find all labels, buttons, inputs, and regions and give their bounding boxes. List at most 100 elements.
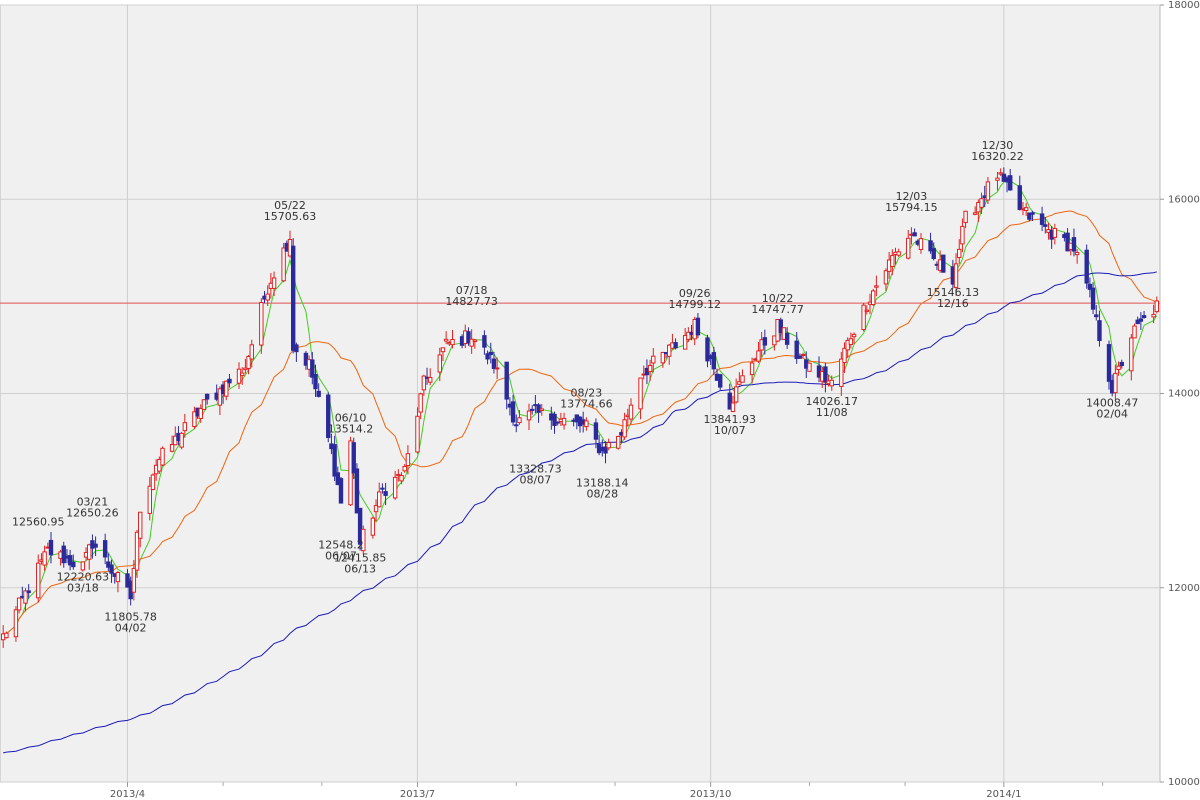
- candle-body: [784, 332, 790, 345]
- candle-falling: [510, 394, 516, 426]
- candle-body: [1113, 372, 1118, 394]
- candle-body: [354, 468, 360, 514]
- candle-rising: [80, 561, 86, 572]
- candle-body: [437, 354, 442, 373]
- candle-rising: [440, 347, 446, 362]
- candle-rising: [405, 445, 411, 475]
- candle-body: [326, 394, 331, 439]
- candle-rising: [138, 511, 143, 548]
- candle-rising: [443, 331, 449, 345]
- candle-falling: [941, 254, 946, 273]
- candle-falling: [383, 483, 388, 506]
- candle-rising: [402, 464, 407, 473]
- candle-body: [1052, 227, 1058, 238]
- candle-rising: [647, 359, 653, 382]
- candle-falling: [290, 238, 296, 354]
- candle-body: [1154, 300, 1160, 313]
- candle-body: [941, 254, 946, 273]
- candle-body: [169, 444, 175, 452]
- candle-rising: [985, 176, 991, 205]
- candle-rising: [198, 404, 203, 423]
- candle-body: [778, 319, 783, 334]
- candle-falling: [93, 536, 98, 557]
- x-tick-label: 2014/1: [986, 789, 1021, 800]
- price-annotation: 08/07: [520, 474, 552, 487]
- candle-body: [418, 393, 423, 413]
- candle-falling: [1008, 168, 1013, 191]
- candle-body: [529, 408, 535, 411]
- candle-body: [380, 487, 385, 490]
- candle-body: [271, 277, 277, 289]
- candle-rising: [428, 368, 433, 386]
- candle-falling: [931, 242, 936, 261]
- price-annotation: 14008.47: [1086, 397, 1139, 410]
- candle-rising: [628, 398, 634, 425]
- candle-body: [377, 491, 382, 508]
- candle-falling: [552, 411, 557, 434]
- candle-body: [1043, 224, 1048, 227]
- candle-body: [160, 447, 165, 466]
- candle-rising: [845, 337, 850, 358]
- candle-body: [1027, 212, 1032, 220]
- candle-falling: [705, 334, 710, 368]
- candle-body: [953, 263, 959, 288]
- candle-falling: [48, 531, 54, 564]
- candle-falling: [514, 414, 519, 433]
- candle-body: [16, 597, 22, 611]
- candle-body: [482, 335, 487, 348]
- candle-falling: [109, 559, 114, 583]
- candle-falling: [529, 405, 535, 415]
- price-annotation: 12/16: [937, 297, 969, 310]
- candle-body: [428, 377, 433, 383]
- price-annotation: 11805.78: [104, 611, 157, 624]
- price-annotation: 13841.93: [704, 413, 757, 426]
- candle-body: [874, 285, 879, 288]
- candle-falling: [504, 361, 509, 410]
- candle-body: [526, 410, 532, 421]
- candle-body: [440, 347, 446, 353]
- candle-falling: [727, 383, 732, 410]
- candle-body: [357, 507, 363, 545]
- candle-body: [87, 544, 92, 560]
- candle-falling: [71, 554, 76, 570]
- x-tick-label: 2013/4: [110, 789, 145, 800]
- candle-rising: [134, 529, 140, 578]
- candle-body: [737, 381, 742, 385]
- candle-falling: [485, 350, 490, 365]
- candle-body: [1138, 318, 1144, 322]
- price-annotation: 12220.63: [57, 570, 110, 583]
- candle-rising: [239, 367, 245, 385]
- candle-body: [1084, 249, 1089, 284]
- price-annotation: 04/02: [115, 622, 147, 635]
- candle-body: [842, 347, 847, 363]
- price-annotation: 06/10: [335, 412, 367, 425]
- candle-rising: [960, 218, 965, 253]
- candle-body: [995, 177, 1000, 181]
- candle-body: [931, 248, 936, 260]
- candle-falling: [380, 483, 385, 494]
- price-annotation: 03/21: [77, 496, 109, 509]
- candle-body: [756, 350, 761, 362]
- candle-body: [960, 225, 965, 245]
- candle-body: [1129, 337, 1134, 372]
- candle-body: [1030, 212, 1035, 215]
- candle-rising: [890, 249, 895, 276]
- candle-falling: [1119, 359, 1124, 369]
- candle-falling: [1084, 244, 1089, 289]
- candle-falling: [313, 364, 318, 397]
- candle-body: [109, 564, 114, 574]
- candle-rising: [686, 327, 691, 343]
- candle-falling: [823, 362, 828, 393]
- candle-body: [1151, 313, 1156, 318]
- candle-rising: [848, 332, 854, 349]
- candle-body: [332, 444, 337, 477]
- candle-rising: [851, 332, 857, 344]
- candle-body: [1094, 314, 1099, 318]
- candle-body: [740, 375, 745, 383]
- candle-body: [912, 232, 917, 237]
- candle-body: [1116, 365, 1121, 370]
- candle-body: [204, 393, 210, 400]
- candle-body: [870, 290, 876, 305]
- candle-body: [985, 181, 991, 201]
- candle-body: [192, 411, 197, 428]
